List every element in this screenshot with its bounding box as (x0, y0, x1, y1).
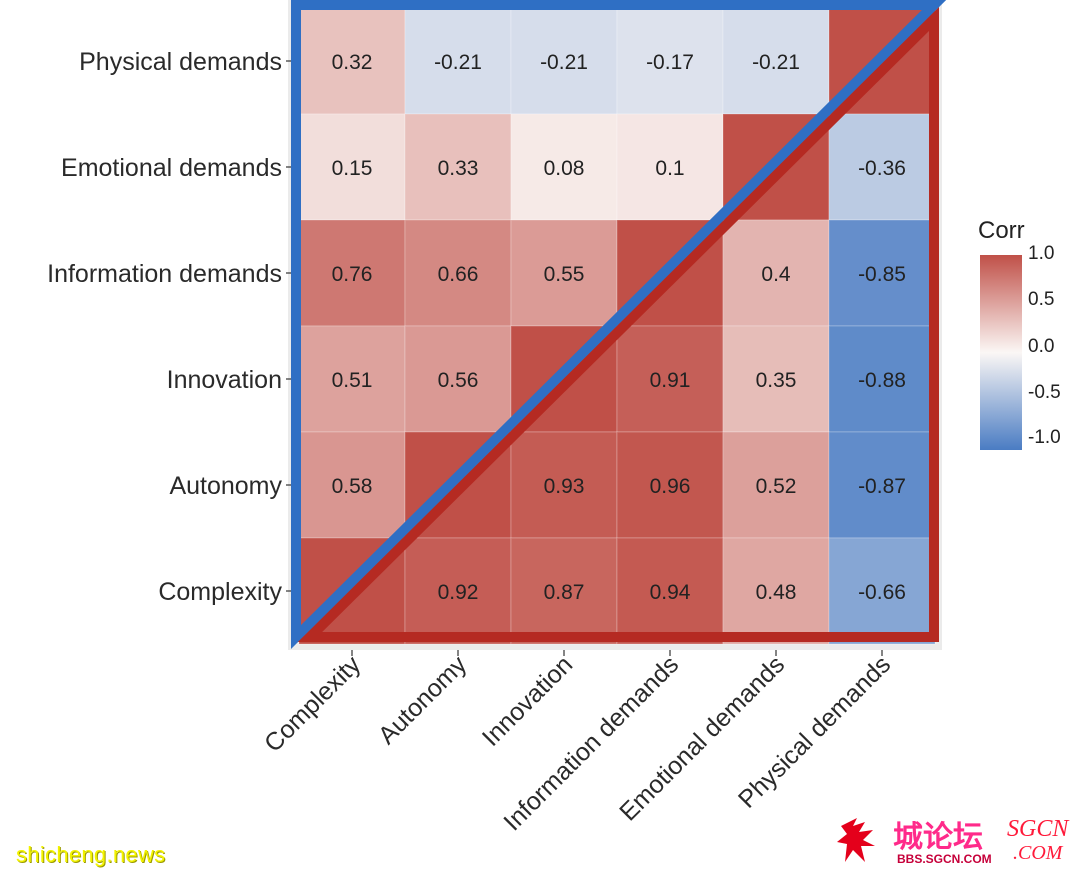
cell-value-label: 0.33 (438, 157, 479, 180)
watermark-sgcn: SGCN (1007, 816, 1069, 842)
heatmap-cell (404, 113, 512, 221)
heatmap-cell (616, 325, 724, 433)
y-tick-label: Information demands (47, 260, 282, 288)
cell-value-label: 0.87 (544, 581, 585, 604)
y-tick-label: Innovation (167, 366, 282, 394)
heatmap-cell (828, 431, 936, 539)
cell-value-label: 0.51 (332, 369, 373, 392)
heatmap-cell (510, 7, 618, 115)
heatmap-cell (828, 219, 936, 327)
y-tick-label: Physical demands (79, 48, 282, 76)
legend-colorbar (980, 255, 1022, 450)
heatmap-cell (404, 219, 512, 327)
cell-value-label: -0.88 (858, 369, 906, 392)
cell-value-label: 0.08 (544, 157, 585, 180)
watermark-cn-text: 城论坛 (893, 820, 983, 855)
heatmap-cell (828, 113, 936, 221)
cell-value-label: 0.96 (650, 475, 691, 498)
cell-value-label: -0.21 (434, 51, 482, 74)
heatmap-cell (616, 113, 724, 221)
cell-value-label: -0.17 (646, 51, 694, 74)
cell-value-label: 0.76 (332, 263, 373, 286)
watermark-com: .COM (1013, 842, 1063, 864)
cell-value-label: 0.52 (756, 475, 797, 498)
heatmap-cell (404, 325, 512, 433)
heatmap-cell (722, 325, 830, 433)
cell-value-label: 0.94 (650, 581, 691, 604)
cell-value-label: -0.85 (858, 263, 906, 286)
x-tick-label: Innovation (477, 650, 578, 751)
heatmap-cell (298, 219, 406, 327)
legend-tick-label: -1.0 (1028, 427, 1061, 448)
cell-value-label: 0.4 (761, 263, 791, 286)
heatmap-cell (616, 537, 724, 645)
cell-value-label: 0.15 (332, 157, 373, 180)
cell-value-label: 0.58 (332, 475, 373, 498)
y-tick-label: Emotional demands (61, 154, 282, 182)
legend: Corr 1.0 0.5 0.0 -0.5 -1.0 (970, 215, 1080, 455)
cell-value-label: 0.32 (332, 51, 373, 74)
watermark-sgcn-logo: 城论坛 BBS.SGCN.COM SGCN .COM (835, 812, 1075, 870)
legend-tick-label: 1.0 (1028, 243, 1055, 264)
heatmap-cell (828, 537, 936, 645)
x-tick-label: Complexity (259, 650, 367, 758)
cell-value-label: -0.87 (858, 475, 906, 498)
cell-value-label: 0.56 (438, 369, 479, 392)
heatmap-cell (298, 113, 406, 221)
cell-value-label: 0.93 (544, 475, 585, 498)
legend-tick-label: -0.5 (1028, 382, 1061, 403)
x-tick-label: Autonomy (373, 650, 473, 750)
heatmap-cell (722, 431, 830, 539)
heatmap-cell (510, 113, 618, 221)
heatmap-cell (510, 219, 618, 327)
heatmap-cell (298, 7, 406, 115)
cell-value-label: 0.1 (655, 157, 684, 180)
watermark-shicheng: shicheng.news (16, 842, 166, 867)
cell-value-label: 0.48 (756, 581, 797, 604)
y-tick-label: Complexity (158, 578, 282, 606)
watermark-domain: BBS.SGCN.COM (897, 852, 992, 866)
cell-value-label: 0.92 (438, 581, 479, 604)
y-tick-label: Autonomy (169, 472, 282, 500)
lion-logo-icon (837, 818, 875, 862)
x-tick-label: Information demands (498, 650, 684, 836)
cell-value-label: 0.91 (650, 369, 691, 392)
legend-tick-label: 0.5 (1028, 289, 1055, 310)
legend-title: Corr (978, 217, 1025, 244)
cell-value-label: -0.21 (752, 51, 800, 74)
heatmap-cell (616, 7, 724, 115)
cell-value-label: 0.55 (544, 263, 585, 286)
cell-value-label: -0.21 (540, 51, 588, 74)
cell-value-label: -0.66 (858, 581, 906, 604)
upper-triangle-outline (291, 0, 947, 649)
heatmap-cell (722, 537, 830, 645)
cell-value-label: -0.36 (858, 157, 906, 180)
heatmap-cell (510, 537, 618, 645)
lower-triangle-outline (297, 7, 939, 642)
heatmap-cell (298, 431, 406, 539)
cell-value-label: 0.35 (756, 369, 797, 392)
heatmap-cell (828, 325, 936, 433)
cell-value-label: 0.66 (438, 263, 479, 286)
heatmap-cell (298, 325, 406, 433)
legend-tick-label: 0.0 (1028, 336, 1055, 357)
heatmap-cell (722, 219, 830, 327)
